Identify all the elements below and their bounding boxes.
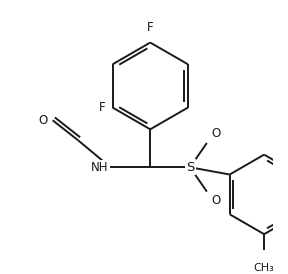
Text: O: O: [212, 127, 221, 140]
Text: CH₃: CH₃: [254, 263, 274, 273]
Text: O: O: [212, 194, 221, 207]
Text: S: S: [186, 161, 194, 174]
Text: F: F: [147, 21, 154, 33]
Text: O: O: [38, 114, 47, 127]
Text: NH: NH: [91, 161, 109, 174]
Text: F: F: [99, 101, 105, 114]
